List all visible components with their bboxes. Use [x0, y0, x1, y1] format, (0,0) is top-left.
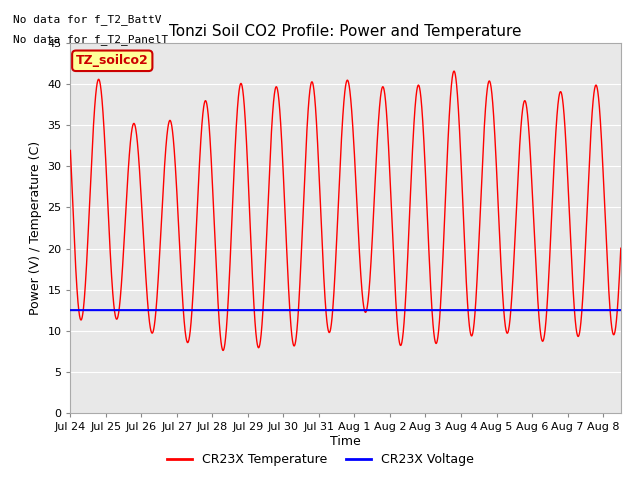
Legend: CR23X Temperature, CR23X Voltage: CR23X Temperature, CR23X Voltage: [161, 448, 479, 471]
Y-axis label: Power (V) / Temperature (C): Power (V) / Temperature (C): [29, 141, 42, 315]
Text: No data for f_T2_PanelT: No data for f_T2_PanelT: [13, 34, 168, 45]
Text: No data for f_T2_BattV: No data for f_T2_BattV: [13, 14, 161, 25]
X-axis label: Time: Time: [330, 434, 361, 448]
Title: Tonzi Soil CO2 Profile: Power and Temperature: Tonzi Soil CO2 Profile: Power and Temper…: [170, 24, 522, 39]
Text: TZ_soilco2: TZ_soilco2: [76, 54, 148, 67]
